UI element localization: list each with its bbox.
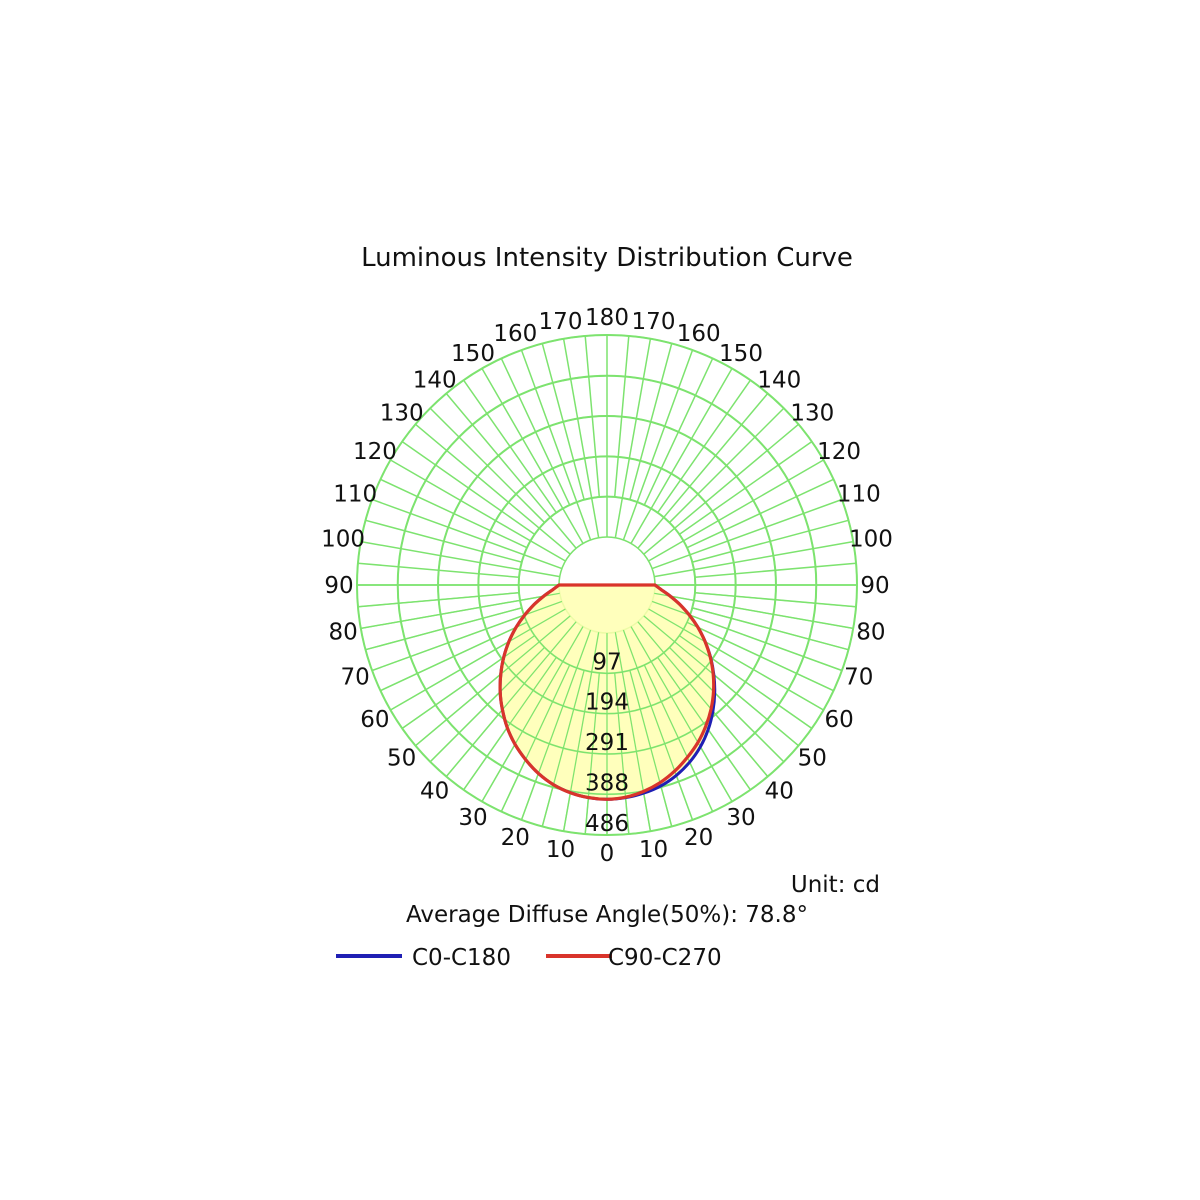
grid-spoke — [371, 498, 563, 570]
legend-label: C90-C270 — [608, 945, 722, 971]
unit-label: Unit: cd — [791, 872, 880, 898]
legend: C0-C180 C90-C270 — [336, 945, 722, 971]
angle-tick-label: 170 — [632, 309, 676, 335]
ring-labels: 97 194 291 388 486 — [585, 649, 629, 837]
angle-tick-label: 140 — [413, 368, 457, 394]
grid-spoke-overlay — [481, 626, 584, 802]
grid-spoke-overlay — [651, 600, 843, 672]
grid-spoke — [481, 368, 584, 544]
grid-spoke — [390, 459, 566, 562]
grid-ring-overlay — [517, 495, 697, 675]
angle-tick-label: 40 — [420, 778, 449, 804]
grid-spoke — [614, 338, 652, 538]
grid-spoke-overlay — [445, 621, 577, 777]
angle-tick-label: 100 — [849, 527, 893, 553]
grid-spoke — [648, 459, 824, 562]
grid-ring-overlay — [396, 374, 818, 796]
grid-spoke — [637, 393, 769, 549]
angle-tick-label: 30 — [458, 805, 487, 831]
grid-spoke — [643, 423, 799, 555]
grid-spoke — [445, 393, 577, 549]
grid-spoke — [520, 349, 592, 541]
angle-tick-label: 70 — [844, 665, 873, 691]
ring-value-label: 194 — [585, 690, 629, 716]
ring-value-label: 291 — [585, 730, 629, 756]
angle-tick-label: 0 — [600, 841, 615, 867]
grid-spoke-overlay — [371, 600, 563, 672]
angle-tick-label: 120 — [817, 439, 861, 465]
angle-tick-label: 160 — [677, 321, 721, 347]
grid-spoke-overlay — [390, 608, 566, 711]
grid-spoke-overlay — [630, 626, 733, 802]
grid-spoke-overlay — [648, 608, 824, 711]
angle-tick-label: 80 — [328, 620, 357, 646]
grid-spoke — [622, 349, 694, 541]
grid-spoke-overlay — [614, 632, 652, 832]
angle-tick-label: 150 — [719, 341, 763, 367]
angle-tick-label: 20 — [501, 825, 530, 851]
plot-area — [356, 334, 858, 836]
ring-value-label: 97 — [592, 649, 621, 675]
angle-tick-label: 180 — [585, 305, 629, 331]
angle-tick-label: 60 — [824, 707, 853, 733]
grid-ring-overlay — [437, 415, 777, 755]
angle-tick-label: 130 — [790, 401, 834, 427]
grid-spoke — [360, 540, 560, 578]
angle-tick-label: 60 — [360, 707, 389, 733]
grid-spoke-overlay — [643, 615, 799, 747]
angle-tick-label: 110 — [837, 481, 881, 507]
angle-tick-label: 80 — [856, 620, 885, 646]
ring-value-label: 486 — [585, 811, 629, 837]
chart-title: Luminous Intensity Distribution Curve — [361, 243, 853, 273]
angle-tick-label: 170 — [539, 309, 583, 335]
angle-tick-label: 70 — [341, 665, 370, 691]
grid-spoke-overlay — [622, 629, 694, 821]
angle-tick-label: 50 — [387, 745, 416, 771]
ring-value-label: 388 — [585, 770, 629, 796]
grid-spoke-overlay — [562, 632, 600, 832]
angle-tick-label: 10 — [546, 837, 575, 863]
grid-spoke — [654, 540, 854, 578]
legend-label: C0-C180 — [412, 945, 511, 971]
grid-spoke — [562, 338, 600, 538]
angle-tick-label: 10 — [639, 837, 668, 863]
angle-labels: 0102030405060708090100110120130140150160… — [321, 305, 893, 867]
angle-tick-label: 150 — [451, 341, 495, 367]
grid-spoke-overlay — [360, 592, 560, 630]
angle-tick-label: 130 — [380, 401, 424, 427]
angle-tick-label: 140 — [757, 368, 801, 394]
series-line-c90-c270 — [498, 583, 716, 801]
grid-ring-overlay — [356, 334, 858, 836]
angle-tick-label: 110 — [333, 481, 377, 507]
grid-spoke-overlay — [637, 621, 769, 777]
angle-tick-label: 40 — [765, 778, 794, 804]
angle-tick-label: 20 — [684, 825, 713, 851]
grid-spoke — [415, 423, 571, 555]
grid-spoke-overlay — [415, 615, 571, 747]
angle-tick-label: 120 — [353, 439, 397, 465]
grid-spoke-overlay — [654, 592, 854, 630]
grid-spoke-overlay — [520, 629, 592, 821]
angle-tick-label: 160 — [493, 321, 537, 347]
grid-spoke — [651, 498, 843, 570]
grid-spoke — [630, 368, 733, 544]
angle-tick-label: 50 — [798, 745, 827, 771]
grid-ring-overlay — [477, 455, 737, 715]
diffuse-angle-label: Average Diffuse Angle(50%): 78.8° — [406, 902, 808, 928]
angle-tick-label: 30 — [726, 805, 755, 831]
angle-tick-label: 100 — [321, 527, 365, 553]
angle-tick-label: 90 — [324, 573, 353, 599]
angle-tick-label: 90 — [860, 573, 889, 599]
